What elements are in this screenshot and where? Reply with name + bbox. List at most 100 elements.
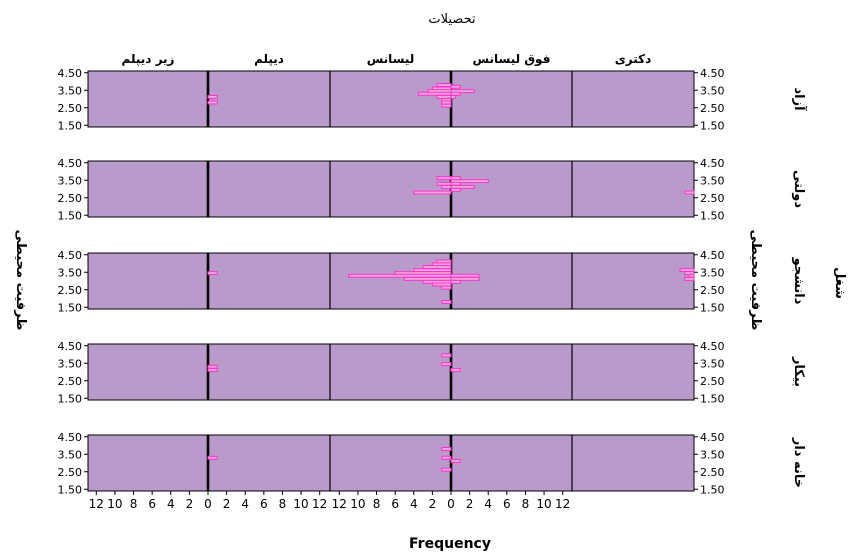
- x-tick-label: 6: [503, 497, 511, 511]
- y-tick-label-right: 3.50: [700, 357, 725, 370]
- y-tick-label-left: 4.50: [58, 249, 83, 262]
- column-header-3: فوق لیسانس: [473, 52, 551, 67]
- x-axis-title: Frequency: [409, 536, 491, 552]
- histogram-bar: [417, 91, 452, 96]
- y-tick-label-left: 1.50: [58, 209, 83, 222]
- histogram-bar: [441, 455, 452, 460]
- x-tick-label: 0: [447, 497, 455, 511]
- y-tick-label-right: 3.50: [700, 84, 725, 97]
- histogram-bar: [684, 276, 695, 281]
- x-tick-label: 6: [391, 497, 399, 511]
- y-tick-label-right: 2.50: [700, 102, 725, 115]
- panel-row-1: [87, 160, 695, 218]
- panel-row-4: [87, 434, 695, 492]
- y-tick-label-left: 2.50: [58, 102, 83, 115]
- histogram-bar: [450, 89, 475, 94]
- y-tick-label-right: 1.50: [700, 209, 725, 222]
- axis-layer: [84, 72, 698, 495]
- x-tick-label: 10: [536, 497, 551, 511]
- label-layer: تحصیلات شغل Frequency ظرفیت محیطی ظرفیت …: [13, 12, 847, 552]
- histogram-bar: [207, 100, 218, 105]
- histogram-bar: [441, 285, 452, 290]
- histogram-bar: [441, 103, 452, 108]
- panel-row-0: [87, 70, 695, 128]
- histogram-bar: [441, 447, 452, 451]
- y-tick-label-left: 2.50: [58, 284, 83, 297]
- y-tick-label-right: 2.50: [700, 466, 725, 479]
- histogram-bar: [688, 273, 695, 278]
- histogram-bar: [348, 273, 452, 278]
- x-tick-label: 6: [260, 497, 268, 511]
- y-tick-label-left: 2.50: [58, 192, 83, 205]
- x-tick-label: 8: [130, 497, 138, 511]
- y-tick-label-right: 4.50: [700, 249, 725, 262]
- x-tick-label: 4: [484, 497, 492, 511]
- x-tick-label: 8: [279, 497, 287, 511]
- row-header-4: خانه دار: [791, 437, 806, 488]
- y-tick-label-left: 3.50: [58, 266, 83, 279]
- y-tick-label-left: 4.50: [58, 67, 83, 80]
- histogram-bar: [441, 467, 452, 472]
- y-tick-label-left: 4.50: [58, 431, 83, 444]
- x-tick-label: 0: [204, 497, 212, 511]
- y-tick-label-left: 4.50: [58, 157, 83, 170]
- y-tick-label-right: 4.50: [700, 431, 725, 444]
- x-tick-label: 6: [148, 497, 156, 511]
- x-tick-label: 10: [107, 497, 122, 511]
- column-header-2: لیسانس: [367, 52, 415, 66]
- x-tick-label: 2: [223, 497, 231, 511]
- panel-layer: [87, 70, 695, 492]
- histogram-bar: [436, 181, 452, 186]
- y-tick-label-left: 3.50: [58, 357, 83, 370]
- y-tick-label-left: 1.50: [58, 483, 83, 496]
- histogram-bar: [441, 184, 452, 189]
- x-tick-label: 8: [522, 497, 530, 511]
- histogram-bar: [684, 190, 695, 195]
- x-tick-label: 12: [555, 497, 570, 511]
- column-facet-title: تحصیلات: [428, 12, 476, 27]
- y-tick-label-right: 1.50: [700, 119, 725, 132]
- y-tick-label-left: 1.50: [58, 119, 83, 132]
- x-tick-label: 2: [429, 497, 437, 511]
- row-header-2: دانشجو: [791, 257, 806, 305]
- x-tick-label: 12: [89, 497, 104, 511]
- histogram-bar: [207, 271, 218, 276]
- x-tick-label: 4: [410, 497, 418, 511]
- histogram-bar: [450, 181, 461, 186]
- histogram-bar: [207, 364, 218, 369]
- y-tick-label-right: 1.50: [700, 483, 725, 496]
- row-facet-title: شغل: [832, 267, 847, 299]
- bar-layer: [207, 83, 695, 472]
- histogram-bar: [450, 458, 461, 463]
- panel-row-2: [87, 252, 695, 310]
- row-header-0: آزاد: [791, 87, 808, 111]
- histogram-bar: [207, 367, 218, 372]
- x-tick-label: 12: [332, 497, 347, 511]
- histogram-bar: [450, 279, 461, 284]
- y-axis-title-right: ظرفیت محیطی: [748, 230, 763, 331]
- y-tick-label-right: 3.50: [700, 266, 725, 279]
- histogram-bar: [450, 94, 457, 99]
- histogram-bar: [436, 83, 452, 87]
- x-tick-label: 10: [293, 497, 308, 511]
- y-tick-label-right: 1.50: [700, 392, 725, 405]
- x-tick-label: 4: [241, 497, 249, 511]
- row-header-1: دولتی: [791, 170, 806, 208]
- histogram-bar: [450, 273, 480, 278]
- row-header-3: بیکار: [791, 356, 806, 387]
- histogram-bar: [441, 362, 452, 367]
- y-tick-label-right: 2.50: [700, 375, 725, 388]
- y-tick-label-right: 4.50: [700, 340, 725, 353]
- histogram-bar: [450, 184, 475, 189]
- y-tick-label-right: 4.50: [700, 157, 725, 170]
- histogram-bar: [450, 276, 480, 281]
- histogram-bar: [450, 91, 461, 96]
- x-tick-label: 4: [167, 497, 175, 511]
- y-tick-label-left: 1.50: [58, 301, 83, 314]
- y-tick-label-right: 2.50: [700, 192, 725, 205]
- y-tick-label-left: 4.50: [58, 340, 83, 353]
- y-tick-label-left: 3.50: [58, 174, 83, 187]
- y-axis-title-left: ظرفیت محیطی: [13, 230, 28, 331]
